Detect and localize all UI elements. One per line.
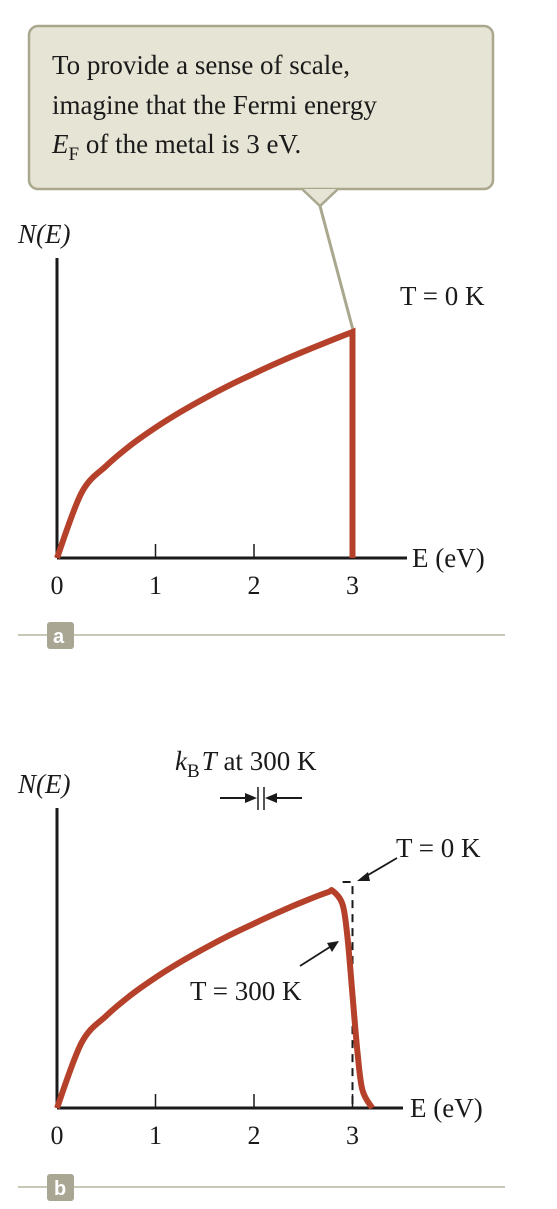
panel-b-arrow-T300: [299, 944, 334, 967]
panel-b-kT-bracket: [220, 787, 302, 810]
callout: To provide a sense of scale, imagine tha…: [27, 24, 495, 208]
panel-b-kT-label: kBT at 300 K: [175, 746, 317, 782]
panel-b-label-T0: T = 0 K: [396, 833, 481, 863]
panel-b-arrow-T0-head: [357, 872, 370, 881]
panel-a-badge: [47, 622, 74, 649]
panel-a-tick-label-0: 0: [51, 571, 64, 600]
callout-box: [27, 24, 495, 191]
panel-b-curve-T300: [54, 887, 375, 1110]
panel-b-badge-label: b: [54, 1178, 66, 1200]
callout-line3: EF of the metal is 3 eV.: [51, 129, 301, 165]
panel-b-ylabel: N(E): [17, 769, 70, 799]
panel-a-curve-T0: [54, 327, 356, 560]
panel-b-tick-label-2: 2: [248, 1121, 261, 1150]
panel-b-tick-label-0: 0: [51, 1121, 64, 1150]
panel-a-tick-label-1: 1: [149, 571, 162, 600]
panel-b-badge: [47, 1174, 74, 1201]
callout-pointer: [301, 188, 339, 208]
panel-a-tick-label-2: 2: [248, 571, 261, 600]
panel-b-tick-label-1: 1: [149, 1121, 162, 1150]
panel-a-xlabel: E (eV): [412, 543, 485, 573]
panel-a-tick-label-3: 3: [346, 571, 359, 600]
panel-b-tick-label-3: 3: [346, 1121, 359, 1150]
kT-left-arrow-head: [245, 793, 257, 803]
callout-line2: imagine that the Fermi energy: [52, 90, 377, 120]
panel-b-xlabel: E (eV): [410, 1093, 483, 1123]
panel-a: N(E) E (eV) T = 0 K 0 1 2 3 a: [17, 219, 505, 649]
callout-line1: To provide a sense of scale,: [52, 50, 350, 80]
panel-a-ylabel: N(E): [17, 219, 70, 249]
panel-a-badge-label: a: [53, 626, 65, 648]
panel-b-curve-T0-dashed: [342, 881, 354, 1108]
callout-leader: [318, 205, 355, 331]
panel-b-arrow-T300-head: [327, 941, 339, 952]
panel-b-ticks: 0 1 2 3: [51, 1094, 359, 1150]
panel-b: kBT at 300 K N(E) E (eV) 0 1 2 3 T = 0 K T …: [17, 746, 505, 1201]
panel-b-label-T300: T = 300 K: [190, 976, 302, 1006]
kT-right-arrow-head: [265, 793, 277, 803]
panel-a-ticks: 0 1 2 3: [51, 544, 359, 600]
panel-a-temp-label: T = 0 K: [400, 281, 485, 311]
panel-b-arrow-T0: [362, 857, 398, 879]
